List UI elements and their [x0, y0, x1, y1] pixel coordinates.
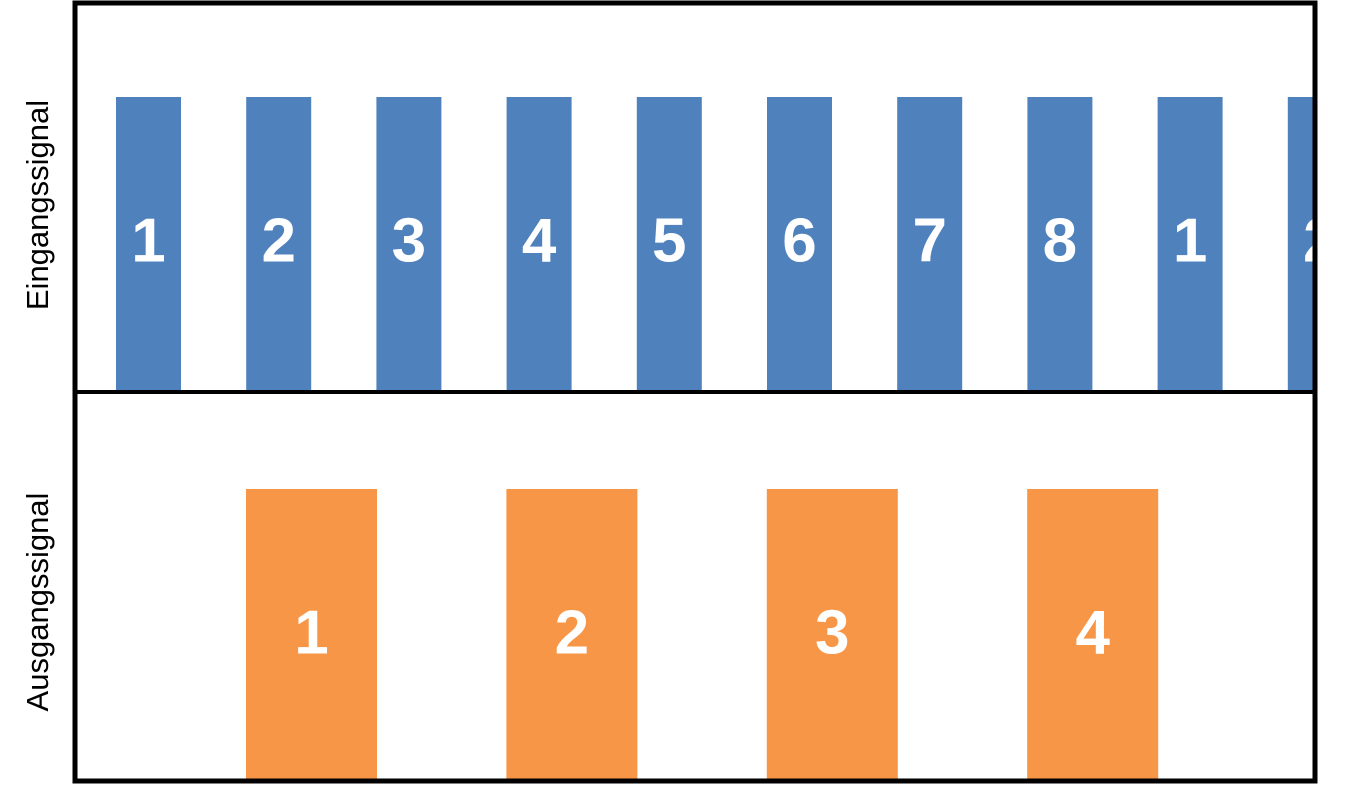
axis-label: Eingangssignal: [20, 100, 55, 310]
pulse: [1027, 97, 1093, 390]
pulse: [116, 97, 181, 390]
pulse-label: 1: [131, 206, 165, 275]
pulse-label: 3: [392, 206, 426, 275]
pulse: [376, 97, 442, 390]
pulse-label: 1: [294, 598, 328, 667]
pulse-label: 7: [912, 206, 946, 275]
pulse-label: 8: [1043, 206, 1077, 275]
pulses: 1 2 3 4 5 6 7 8 1 2 1 2 3 4: [116, 97, 1337, 781]
pulse: [246, 97, 312, 390]
axis-label: Ausgangssignal: [20, 493, 55, 712]
pulse: [767, 97, 832, 390]
pulse-label: 5: [652, 206, 686, 275]
pulse-label: 2: [555, 598, 589, 667]
pulse: [1027, 489, 1159, 781]
pulse-label: 4: [1075, 598, 1110, 667]
pulse: [766, 489, 898, 781]
pulse-label: 2: [261, 206, 295, 275]
pulse-label: 6: [782, 206, 816, 275]
pulse: [897, 97, 963, 390]
pulse: [1157, 97, 1223, 390]
pulse: [246, 489, 377, 781]
pulse: [1287, 97, 1315, 390]
pulse: [506, 489, 638, 781]
pulse-label: 3: [815, 598, 849, 667]
pulse: [506, 97, 572, 390]
pulse-label: 4: [522, 206, 557, 275]
pulse: [636, 97, 702, 390]
pulse-label: 1: [1173, 206, 1207, 275]
pulse-label: 2: [1303, 206, 1337, 275]
